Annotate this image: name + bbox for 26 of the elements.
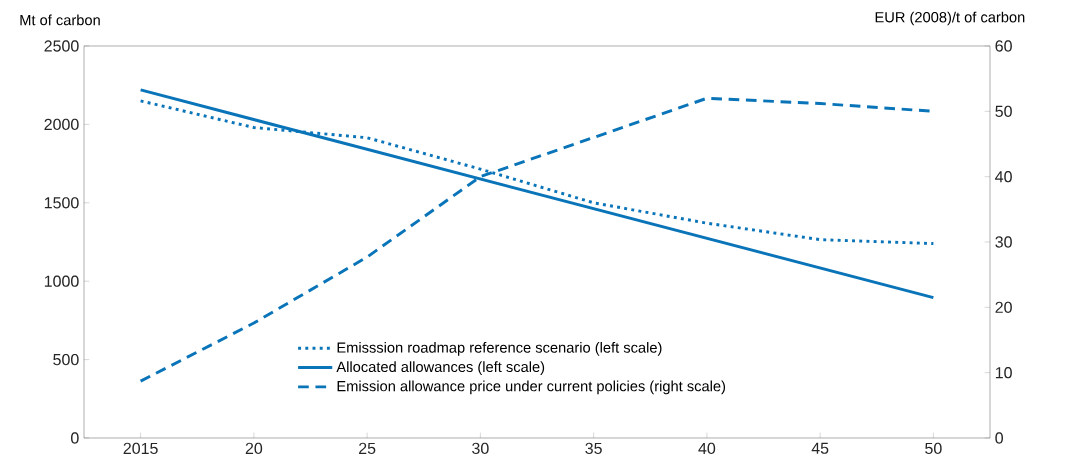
y2-tick-label: 60 bbox=[995, 40, 1012, 52]
x-tick-label: 20 bbox=[245, 442, 263, 455]
y2-tick-label: 20 bbox=[995, 301, 1012, 313]
y-axis-title: Mt of carbon bbox=[20, 14, 100, 26]
y-tick-label: 1000 bbox=[44, 275, 79, 287]
x-tick-label: 45 bbox=[811, 442, 829, 454]
y2-axis-title: EUR (2008)/t of carbon bbox=[875, 11, 1025, 26]
legend-label: Allocated allowances (left scale) bbox=[336, 361, 545, 375]
legend-label: Emission allowance price under current policies (right scale) bbox=[337, 380, 726, 395]
y2-tick-label: 10 bbox=[995, 367, 1012, 379]
y-tick-label: 1500 bbox=[44, 197, 79, 209]
y2-tick-label: 50 bbox=[995, 105, 1012, 117]
y2-tick-label: 40 bbox=[995, 171, 1012, 183]
x-tick-label: 35 bbox=[585, 442, 602, 455]
y-tick-label: 2000 bbox=[44, 118, 79, 131]
legend-label: Emisssion roadmap reference scenario (left scale) bbox=[337, 341, 662, 356]
y-tick-label: 500 bbox=[53, 353, 79, 366]
y-tick-label: 2500 bbox=[44, 40, 79, 52]
x-tick-label: 30 bbox=[472, 442, 489, 455]
y-tick-label: 0 bbox=[71, 432, 79, 444]
y2-tick-label: 0 bbox=[995, 432, 1003, 444]
y2-tick-label: 30 bbox=[995, 236, 1012, 248]
x-tick-label: 50 bbox=[925, 442, 942, 455]
x-tick-label: 25 bbox=[359, 442, 376, 455]
x-tick-label: 40 bbox=[698, 442, 716, 455]
x-tick-label: 2015 bbox=[123, 442, 158, 455]
